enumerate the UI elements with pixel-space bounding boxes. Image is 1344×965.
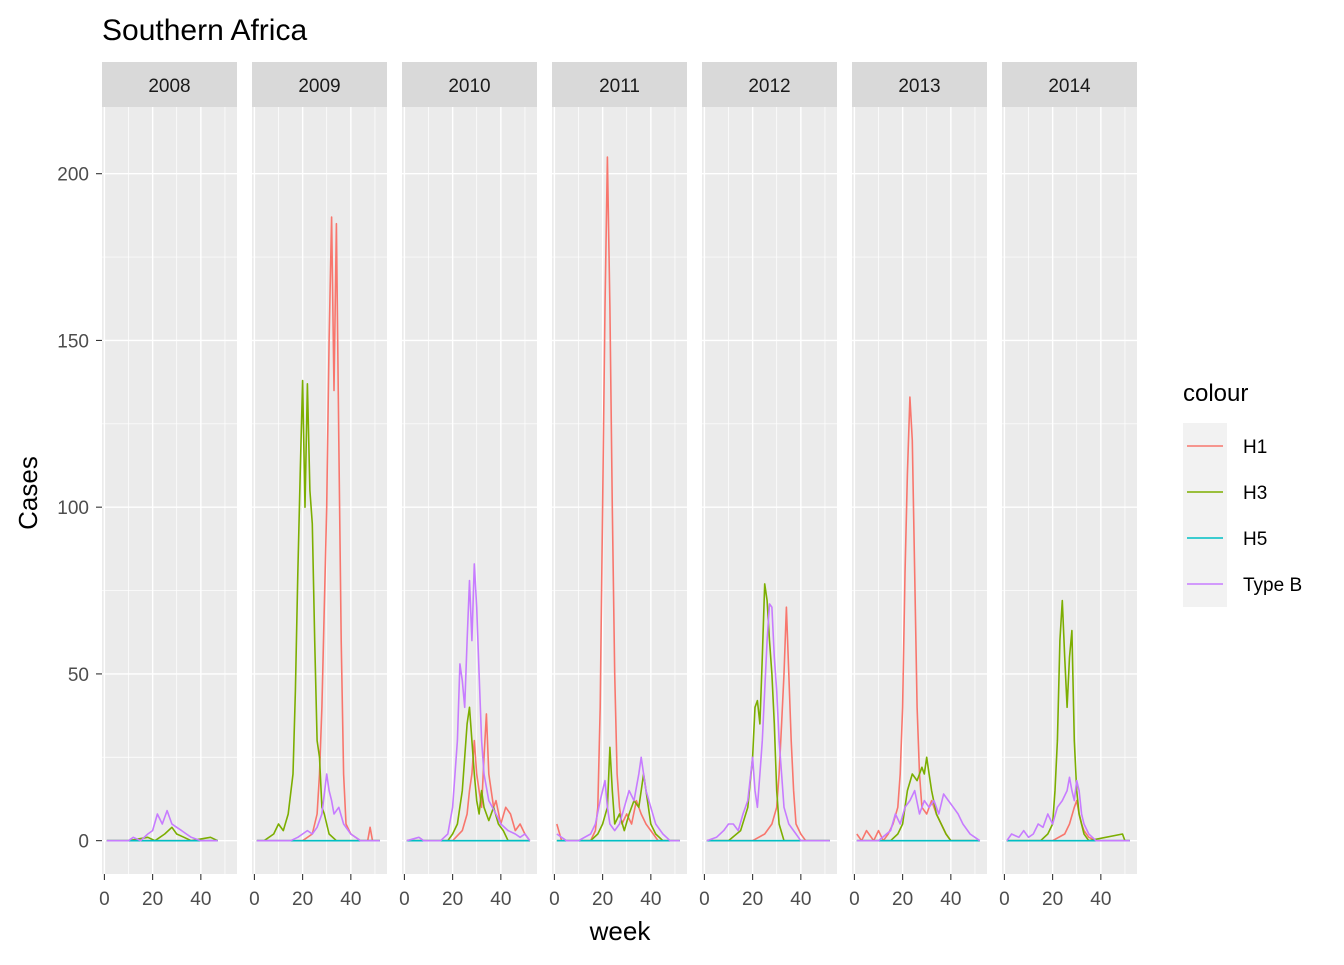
x-tick-label: 20 bbox=[892, 889, 913, 910]
x-tick-label: 0 bbox=[99, 889, 110, 910]
y-axis-label: Cases bbox=[13, 456, 43, 530]
series-line-type-b bbox=[556, 756, 680, 842]
x-tick-label: 20 bbox=[142, 889, 163, 910]
x-axis-label: week bbox=[589, 916, 652, 946]
series-line-type-b bbox=[856, 789, 981, 842]
x-tick-label: 20 bbox=[1042, 889, 1063, 910]
series-line-type-b bbox=[706, 603, 830, 842]
facet-panel-2013: 2013 0 20 40 bbox=[849, 62, 987, 910]
facet-strip bbox=[552, 62, 687, 107]
legend-label: H5 bbox=[1243, 529, 1267, 550]
y-tick-label: 200 bbox=[57, 165, 89, 186]
facet-strip-label: 2013 bbox=[898, 76, 940, 97]
facet-strip-label: 2012 bbox=[748, 76, 790, 97]
panel-background bbox=[402, 107, 537, 874]
series-line-h3 bbox=[706, 583, 830, 842]
facet-panel-2014: 2014 0 20 40 bbox=[999, 62, 1137, 910]
series-line-h1 bbox=[406, 713, 531, 842]
y-tick-label: 0 bbox=[78, 832, 89, 853]
facet-strip bbox=[402, 62, 537, 107]
x-tick-label: 40 bbox=[340, 889, 361, 910]
x-tick-label: 0 bbox=[249, 889, 260, 910]
facet-strip bbox=[252, 62, 387, 107]
legend-title: colour bbox=[1183, 380, 1248, 407]
facet-strip-label: 2014 bbox=[1048, 76, 1091, 97]
facet-panel-2011: 2011 0 20 40 bbox=[549, 62, 687, 910]
series-line-type-b bbox=[406, 563, 531, 842]
y-tick-label: 150 bbox=[57, 331, 89, 352]
series-line-h3 bbox=[556, 746, 680, 842]
x-tick-label: 40 bbox=[490, 889, 511, 910]
legend-item: H1 bbox=[1183, 423, 1267, 469]
facet-panel-2009: 2009 0 20 40 bbox=[249, 62, 387, 910]
x-tick-label: 0 bbox=[399, 889, 410, 910]
facet-panel-2010: 2010 0 20 40 bbox=[399, 62, 537, 910]
x-tick-label: 20 bbox=[442, 889, 463, 910]
panel-background bbox=[552, 107, 687, 874]
legend: colour H1 H3 H5 Type B bbox=[1183, 380, 1302, 607]
x-tick-label: 40 bbox=[1090, 889, 1111, 910]
x-tick-label: 0 bbox=[549, 889, 560, 910]
legend-label: Type B bbox=[1243, 575, 1302, 596]
facet-strip-label: 2011 bbox=[599, 76, 640, 97]
facet-strip bbox=[702, 62, 837, 107]
series-line-type-b bbox=[106, 809, 218, 842]
facet-panel-2012: 2012 0 20 40 bbox=[699, 62, 837, 910]
panel-background bbox=[1002, 107, 1137, 874]
facet-panel-2008: 2008 0 20 40 bbox=[99, 62, 237, 910]
x-tick-label: 20 bbox=[592, 889, 613, 910]
x-tick-label: 40 bbox=[790, 889, 811, 910]
facet-strip-label: 2010 bbox=[448, 76, 490, 97]
legend-item: H3 bbox=[1183, 469, 1267, 515]
y-tick-label: 50 bbox=[68, 665, 89, 686]
x-tick-label: 40 bbox=[640, 889, 661, 910]
facet-strip bbox=[852, 62, 987, 107]
series-line-type-b bbox=[1006, 776, 1130, 842]
legend-item: Type B bbox=[1183, 561, 1302, 607]
series-line-h1 bbox=[706, 606, 830, 842]
x-tick-label: 40 bbox=[190, 889, 211, 910]
x-tick-label: 0 bbox=[699, 889, 710, 910]
series-line-h3 bbox=[1006, 599, 1130, 842]
x-tick-label: 0 bbox=[999, 889, 1010, 910]
x-tick-label: 0 bbox=[849, 889, 860, 910]
chart-title: Southern Africa bbox=[102, 14, 307, 47]
facet-strip-label: 2008 bbox=[148, 76, 190, 97]
legend-item: H5 bbox=[1183, 515, 1267, 561]
y-tick-label: 100 bbox=[57, 498, 89, 519]
x-tick-label: 20 bbox=[292, 889, 313, 910]
series-line-h3 bbox=[856, 756, 980, 842]
facet-strip bbox=[102, 62, 237, 107]
panel-background bbox=[102, 107, 237, 874]
facet-strip bbox=[1002, 62, 1137, 107]
legend-label: H3 bbox=[1243, 483, 1267, 504]
legend-label: H1 bbox=[1243, 437, 1267, 458]
x-tick-label: 40 bbox=[940, 889, 961, 910]
series-line-type-b bbox=[256, 773, 380, 842]
x-tick-label: 20 bbox=[742, 889, 763, 910]
panel-background bbox=[702, 107, 837, 874]
panel-background bbox=[852, 107, 987, 874]
panel-background bbox=[252, 107, 387, 874]
facet-strip-label: 2009 bbox=[298, 76, 340, 97]
